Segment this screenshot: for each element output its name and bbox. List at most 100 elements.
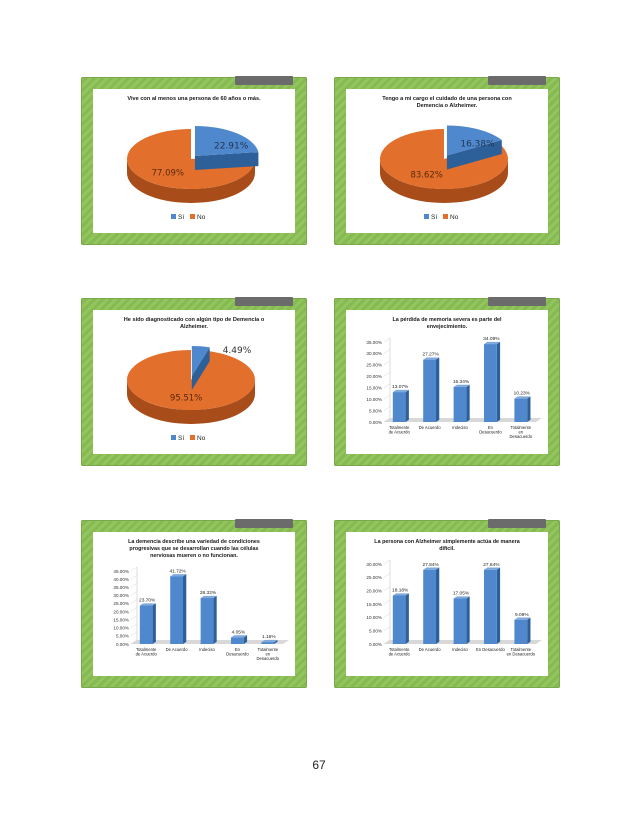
pie-slice-no-side xyxy=(380,159,508,203)
bar-top xyxy=(392,389,409,393)
bar-top xyxy=(484,341,501,345)
y-tick-label: 5.00% xyxy=(369,408,382,413)
bar-value-label: 17.05% xyxy=(453,591,470,597)
legend-swatch-no xyxy=(190,214,195,219)
pie-label-no: 83.62% xyxy=(410,170,442,180)
y-tick-label: 15.00% xyxy=(366,386,382,391)
x-tick-label: Indeciso xyxy=(452,647,468,652)
bar-top xyxy=(514,396,531,399)
x-tick-label: de Acuerdo xyxy=(389,430,411,435)
bar-top xyxy=(514,617,531,620)
y-tick-label: 30.00% xyxy=(366,351,382,356)
y-tick-label: 20.00% xyxy=(366,374,382,379)
grid-tick xyxy=(130,615,138,620)
bar xyxy=(453,598,467,644)
bar-value-label: 18.18% xyxy=(392,588,409,594)
x-tick-label: Indeciso xyxy=(452,425,468,430)
panel-tab xyxy=(488,297,546,306)
bar-value-label: 4.05% xyxy=(232,629,246,635)
panel-tab xyxy=(488,76,546,85)
chart-panel-5: La demencia describe una variedad de con… xyxy=(81,519,307,688)
bar-side xyxy=(466,596,470,644)
chart-panel-1: Vive con al menos una persona de 60 años… xyxy=(81,76,307,245)
bar xyxy=(392,595,406,644)
grid-tick xyxy=(383,372,391,377)
bar-side xyxy=(496,567,501,644)
legend-label-yes: Sí xyxy=(178,435,184,442)
bar xyxy=(514,398,528,422)
x-tick-label: En xyxy=(488,425,494,430)
bar-side xyxy=(405,389,409,422)
bar xyxy=(484,569,497,644)
grid-tick xyxy=(383,406,391,411)
chart-title: nerviosas mueren o no funcionan. xyxy=(150,553,238,559)
pie-slice-yes xyxy=(446,125,502,156)
chart-title: Demencia o Alzheimer. xyxy=(417,103,478,109)
panel-tab xyxy=(235,519,293,528)
bar-side xyxy=(152,603,156,644)
pie-slice-no-side xyxy=(127,159,255,203)
bar xyxy=(423,359,436,422)
x-tick-label: Totalmente xyxy=(389,425,410,430)
panel-tab xyxy=(488,519,546,528)
grid-tick xyxy=(130,599,138,604)
y-tick-label: 15.00% xyxy=(113,617,129,622)
legend-label-no: No xyxy=(450,214,459,221)
bar-value-label: 28.32% xyxy=(200,590,217,596)
bar xyxy=(139,605,153,644)
grid-tick xyxy=(130,574,138,580)
bar-value-label: 27.84% xyxy=(422,562,439,568)
pie-label-no: 95.51% xyxy=(170,393,202,403)
pie-slice-yes-side xyxy=(191,347,210,391)
y-tick-label: 0.00% xyxy=(369,642,382,647)
grid-tick xyxy=(130,607,138,612)
bar-side xyxy=(243,635,248,644)
grid-tick xyxy=(383,417,391,423)
pie-slice-yes xyxy=(191,346,210,377)
legend-label-no: No xyxy=(197,435,206,442)
chart-title: He sido diagnosticado con algún tipo de … xyxy=(124,317,265,323)
bar-top xyxy=(423,567,440,570)
grid-tick xyxy=(130,631,138,637)
grid-tick xyxy=(383,599,391,605)
x-tick-label: en Desacuerdo xyxy=(507,652,536,657)
chart-title: envejecimiento. xyxy=(427,324,468,330)
x-tick-label: de Acuerdo xyxy=(389,652,411,657)
chart-card: La persona con Alzheimer simplemente act… xyxy=(346,532,548,676)
grid-tick xyxy=(383,349,391,354)
legend-swatch-no xyxy=(190,435,195,440)
grid-tick xyxy=(383,573,391,578)
bar-top xyxy=(484,567,501,570)
pie-chart-caregiver: Tengo a mi cargo el cuidado de una perso… xyxy=(380,96,512,221)
bar-value-label: 34.09% xyxy=(483,336,500,342)
y-tick-label: 20.00% xyxy=(366,588,382,593)
grid-tick xyxy=(130,583,138,588)
x-tick-label: Totalmente xyxy=(511,647,532,652)
grid-tick xyxy=(130,591,138,596)
chart-card: Vive con al menos una persona de 60 años… xyxy=(93,89,295,233)
bar-top xyxy=(139,603,156,606)
bar-value-label: 41.72% xyxy=(169,568,186,574)
y-tick-label: 10.00% xyxy=(113,626,129,631)
bar-value-label: 13.07% xyxy=(392,384,409,390)
bar-side xyxy=(274,639,278,644)
grid-tick xyxy=(130,623,138,628)
y-tick-label: 10.00% xyxy=(366,397,382,402)
bar xyxy=(170,576,183,644)
pie-chart-living-with-elder: Vive con al menos una persona de 60 años… xyxy=(127,96,261,221)
bar xyxy=(200,598,214,644)
chart-card: La pérdida de memoria severa es parte de… xyxy=(346,310,548,454)
y-tick-label: 35.00% xyxy=(113,585,129,590)
y-tick-label: 25.00% xyxy=(366,363,382,368)
bar-value-label: 27.27% xyxy=(422,352,439,358)
x-tick-label: Indeciso xyxy=(199,647,215,652)
grid-tick xyxy=(130,566,138,572)
x-tick-label: De Acuerdo xyxy=(419,647,442,652)
pie-slice-no xyxy=(126,350,256,410)
grid-tick xyxy=(383,613,391,618)
chart-panel-6: La persona con Alzheimer simplemente act… xyxy=(334,519,560,688)
bar-value-label: 23.70% xyxy=(139,598,156,604)
bar-top xyxy=(200,595,217,599)
y-tick-label: 45.00% xyxy=(113,569,129,574)
bar-side xyxy=(182,574,187,644)
